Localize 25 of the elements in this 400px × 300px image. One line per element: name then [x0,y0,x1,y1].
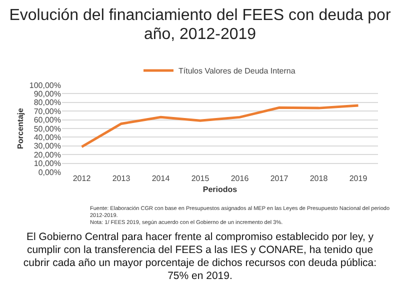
y-tick-label: 90,00% [34,90,61,98]
y-tick-label: 50,00% [34,124,61,134]
x-tick-label: 2013 [112,174,131,183]
x-tick-label: 2012 [72,174,92,183]
line-series [80,104,360,148]
y-tick-label: 60,00% [34,116,61,125]
legend-label: Títulos Valores de Deuda Interna [178,66,296,76]
x-tick-label: 2016 [230,174,250,183]
y-tick-label: 20,00% [34,150,61,160]
x-axis-title: Periodos [202,185,238,194]
y-tick-label: 80,00% [34,98,61,108]
y-tick-label: 40,00% [34,133,61,142]
y-tick-label: 10,00% [34,159,61,168]
y-tick-label: 0,00% [38,168,61,177]
x-tick-label: 2017 [270,174,289,183]
y-tick-label: 100,00% [29,80,61,90]
y-tick-label: 30,00% [34,142,61,151]
y-tick-label: 70,00% [34,106,61,116]
text: El Gobierno Central para hacer frente al compromiso establecido por ley, y cumplir con la transferencia del FEES a las IES y CONARE, ha tenido que cubrir cada año un mayor porcentaje de dichos recursos con deuda pública: 75% en 2019. [22,231,378,283]
x-tick-label: 2018 [310,174,328,183]
x-tick-label: 2015 [191,174,210,183]
chart-title: Evolución del financiamiento del FEES con deuda por año, 2012-2019 [8,6,392,44]
y-axis-title: Porcentaje [16,107,26,149]
x-tick-label: 2019 [349,174,368,183]
x-tick-label: 2014 [152,174,170,183]
